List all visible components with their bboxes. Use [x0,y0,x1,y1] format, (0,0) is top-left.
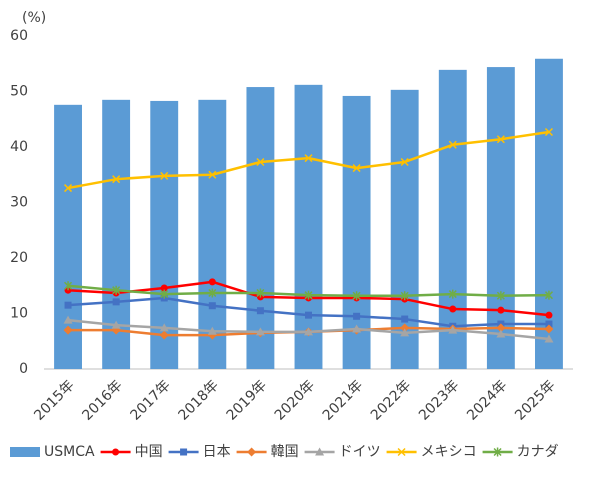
y-axis-unit: (%) [22,10,46,26]
marker [208,170,217,179]
bar [198,99,227,369]
marker [352,164,361,173]
marker [544,127,553,137]
marker [353,312,361,320]
y-tick-label: 0 [19,361,28,377]
marker [112,448,120,456]
marker [247,447,257,457]
legend-label: 韓国 [271,444,299,460]
marker [397,447,406,457]
marker [449,305,457,313]
marker [159,330,169,340]
marker [400,323,410,333]
marker [160,289,169,299]
marker [545,311,553,319]
marker [448,140,457,149]
marker [304,290,313,300]
marker [496,135,505,144]
marker [63,315,73,324]
marker [112,285,121,295]
marker [352,291,361,301]
marker [448,289,457,299]
legend-label: 日本 [203,444,231,460]
x-tick-label: 2025年 [512,377,558,423]
marker [64,281,73,291]
line-series [64,281,553,301]
marker [400,328,410,337]
line-series [63,315,554,343]
marker [160,284,168,292]
marker [256,157,265,167]
marker [64,301,72,309]
legend-label: カナダ [517,444,559,460]
y-tick-label: 20 [10,250,28,266]
marker [544,334,554,343]
x-tick-label: 2015年 [31,377,77,423]
bar [54,104,82,369]
marker [207,326,217,335]
x-tick-label: 2022年 [368,377,414,423]
x-tick-label: 2017年 [127,377,173,423]
marker [305,311,312,319]
marker [544,324,554,334]
marker [63,325,73,335]
x-tick-label: 2016年 [79,377,125,423]
bar [486,67,515,369]
bar [342,95,371,369]
marker [304,154,313,163]
bar [294,84,323,369]
marker [160,171,169,180]
x-tick-label: 2020年 [272,377,318,423]
marker [256,288,265,298]
line-series [64,127,553,193]
marker [111,320,121,329]
legend-label: ドイツ [339,444,381,460]
marker [400,157,409,167]
marker [544,290,553,300]
marker [401,315,409,323]
marker [208,288,217,298]
bar [438,69,467,369]
marker [304,327,313,336]
x-tick-label: 2018年 [176,377,222,423]
marker [493,447,502,457]
legend-swatch [10,447,40,457]
marker [497,306,505,314]
marker [448,325,458,334]
marker [208,278,216,286]
marker [112,298,120,306]
marker [315,447,325,456]
marker [255,327,265,336]
y-tick-label: 40 [10,139,28,155]
bar [246,87,275,369]
marker [180,448,188,456]
marker [496,329,506,338]
marker [159,323,169,332]
x-tick-label: 2024年 [464,377,510,423]
marker [496,291,505,301]
x-tick-label: 2021年 [320,377,366,423]
y-tick-label: 60 [10,28,28,44]
x-tick-label: 2019年 [224,377,270,423]
marker [545,320,553,328]
marker [112,175,121,184]
marker [400,291,409,301]
legend-label: USMCA [44,444,95,460]
x-tick-label: 2023年 [416,377,462,423]
y-tick-label: 50 [10,84,28,100]
marker [352,324,362,333]
marker [256,307,264,315]
marker [64,184,73,193]
y-tick-label: 10 [10,306,28,322]
y-tick-label: 30 [10,195,28,211]
marker [208,302,216,310]
legend-label: 中国 [135,444,163,460]
marker [496,323,506,333]
legend-label: メキシコ [421,444,477,460]
